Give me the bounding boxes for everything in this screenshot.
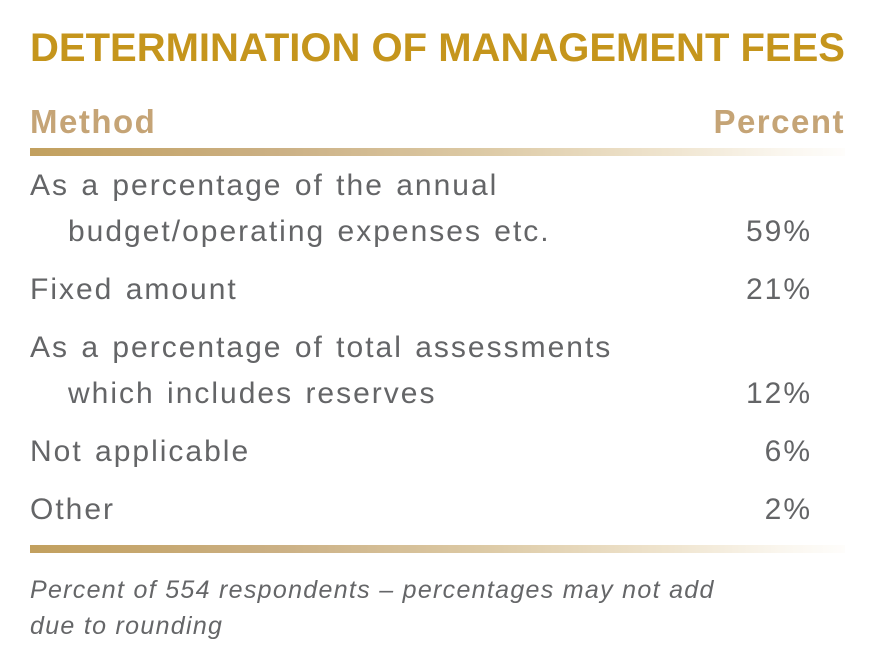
table-row: As a percentage of the annual budget/ope…	[30, 163, 845, 255]
table-body: As a percentage of the annual budget/ope…	[30, 163, 845, 533]
page-title: DETERMINATION OF MANAGEMENT FEES	[30, 27, 845, 69]
page-title-text: DETERMINATION OF MANAGEMENT FEES	[30, 27, 845, 69]
top-divider	[30, 148, 845, 156]
footnote-line: Percent of 554 respondents – percentages…	[30, 576, 715, 604]
row-label-line: As a percentage of total assessments	[30, 331, 613, 364]
table-header-method: Method	[30, 103, 157, 140]
percent-value: 59%	[745, 215, 812, 248]
table-row: As a percentage of total assessments whi…	[30, 325, 845, 417]
footnote-line: due to rounding	[30, 612, 224, 640]
percent-value: 2%	[764, 493, 812, 526]
row-label-line: budget/operating expenses etc.	[68, 215, 551, 248]
row-label: As a percentage of total assessments whi…	[30, 325, 700, 417]
table-row: Not applicable 6%	[30, 429, 845, 475]
percent-value: 12%	[745, 377, 812, 410]
row-label-line: As a percentage of the annual	[30, 169, 499, 202]
footnote: Percent of 554 respondents – percentages…	[30, 572, 845, 644]
row-label-line: Fixed amount	[30, 273, 238, 306]
row-label: As a percentage of the annual budget/ope…	[30, 163, 700, 255]
row-label: Not applicable	[30, 429, 700, 475]
table-row: Other 2%	[30, 487, 845, 533]
row-label-line: which includes reserves	[68, 377, 437, 410]
table-header-percent: Percent	[713, 103, 845, 140]
row-label: Other	[30, 487, 700, 533]
row-label-line: Not applicable	[30, 435, 251, 468]
row-label: Fixed amount	[30, 267, 700, 313]
table-header-row: Method Percent	[30, 104, 845, 140]
bottom-divider	[30, 545, 845, 553]
table-row: Fixed amount 21%	[30, 267, 845, 313]
percent-value: 21%	[745, 273, 812, 306]
percent-value: 6%	[764, 435, 812, 468]
row-label-line: Other	[30, 493, 116, 526]
